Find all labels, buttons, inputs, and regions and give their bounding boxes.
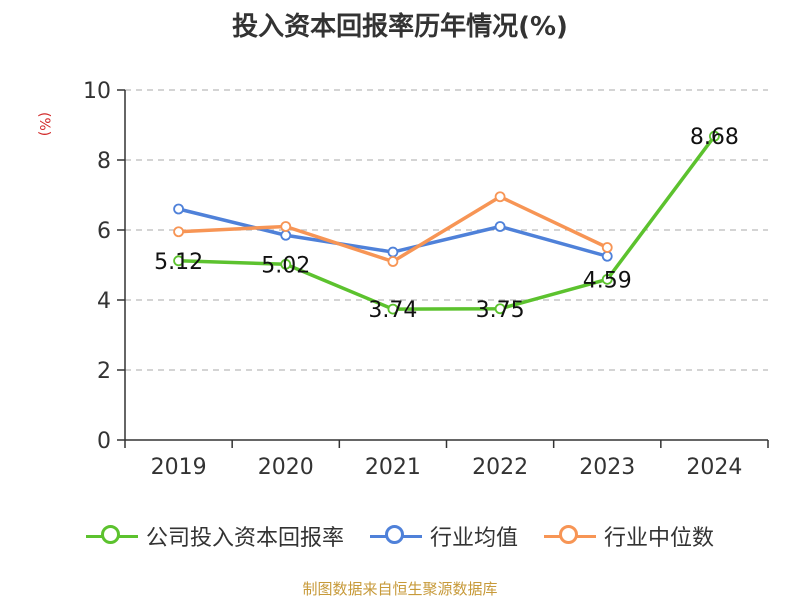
- series-2-point-2020: [280, 221, 292, 232]
- chart-title: 投入资本回报率历年情况(%): [232, 12, 568, 42]
- legend-label-industry-median: 行业中位数: [604, 526, 715, 551]
- y-tick-label-10: 10: [83, 79, 111, 104]
- series-line-0: [178, 135, 716, 311]
- x-tick-label-2020: 2020: [258, 455, 314, 480]
- legend-item-industry-mean[interactable]: 行业均值: [369, 520, 518, 552]
- series-0-point-2021: [387, 303, 399, 315]
- data-label-2024: 8.68: [690, 125, 739, 150]
- legend-swatch-company: [85, 524, 138, 548]
- data-label-2022: 3.75: [476, 298, 525, 323]
- legend-label-industry-mean: 行业均值: [429, 526, 518, 551]
- series-2-point-2019: [173, 226, 184, 238]
- y-tick-label-2: 2: [97, 359, 111, 384]
- y-tick-label-6: 6: [97, 219, 111, 244]
- y-tick-label-4: 4: [97, 289, 111, 314]
- data-label-2023: 4.59: [583, 268, 632, 293]
- x-tick-label-2021: 2021: [365, 455, 421, 480]
- legend-swatch-industry-mean: [369, 524, 422, 548]
- series-2-point-2022: [494, 191, 506, 203]
- series-0-point-2020: [280, 258, 292, 270]
- x-tick-label-2019: 2019: [151, 455, 207, 480]
- legend-item-industry-median[interactable]: 行业中位数: [544, 520, 714, 552]
- series-0-point-2023: [601, 273, 613, 285]
- series-1-point-2023: [601, 250, 613, 262]
- legend-item-company[interactable]: 公司投入资本回报率: [85, 520, 344, 552]
- series-1-point-2022: [494, 221, 506, 232]
- x-tick-label-2023: 2023: [579, 455, 635, 480]
- legend: 公司投入资本回报率 行业均值 行业中位数: [0, 520, 800, 552]
- data-label-2019: 5.12: [154, 250, 203, 275]
- x-tick-label-2022: 2022: [472, 455, 528, 480]
- legend-label-company: 公司投入资本回报率: [145, 526, 344, 551]
- y-tick-label-0: 0: [97, 429, 111, 454]
- series-1-point-2019: [173, 203, 184, 215]
- series-1-point-2021: [387, 246, 399, 258]
- series-2-point-2023: [601, 242, 613, 253]
- data-source-note: 制图数据来自恒生聚源数据库: [302, 580, 498, 598]
- data-label-2020: 5.02: [261, 253, 310, 278]
- legend-swatch-industry-median: [544, 524, 596, 548]
- series-0-point-2022: [494, 303, 506, 315]
- y-tick-label-8: 8: [97, 149, 111, 174]
- series-2-point-2021: [387, 256, 399, 267]
- x-tick-label-2024: 2024: [686, 455, 742, 480]
- series-0-point-2019: [173, 255, 184, 267]
- data-label-2021: 3.74: [368, 298, 417, 323]
- series-0-point-2024: [709, 130, 720, 142]
- series-1-point-2020: [280, 229, 292, 241]
